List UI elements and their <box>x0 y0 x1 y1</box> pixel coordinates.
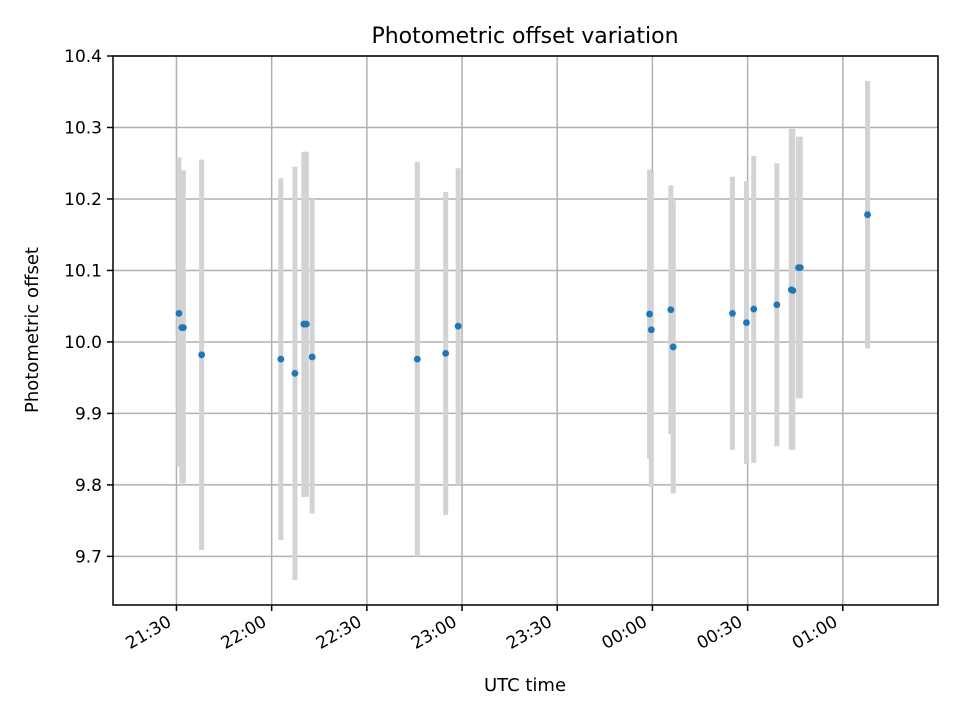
y-tick-label: 9.9 <box>75 404 102 424</box>
chart-title: Photometric offset variation <box>371 24 678 49</box>
data-point <box>667 306 675 314</box>
data-point <box>647 326 655 334</box>
x-tick-label: 01:00 <box>789 612 841 654</box>
data-point <box>454 322 462 330</box>
data-point <box>789 287 797 294</box>
data-point <box>796 264 804 271</box>
data-point <box>291 369 299 377</box>
data-point <box>198 351 206 359</box>
y-tick-label: 10.4 <box>64 47 102 67</box>
data-point <box>864 211 871 219</box>
y-tick-label: 9.7 <box>75 547 102 567</box>
x-tick-label: 22:00 <box>218 612 270 654</box>
y-axis-label: Photometric offset <box>22 247 43 413</box>
error-bars <box>176 81 871 580</box>
data-point <box>669 343 677 351</box>
y-tick-label: 9.8 <box>75 476 102 496</box>
data-point <box>179 324 187 332</box>
x-tick-label: 22:30 <box>313 612 365 654</box>
data-point <box>277 355 285 363</box>
y-tick-label: 10.2 <box>64 190 102 210</box>
data-points <box>175 211 871 377</box>
data-point <box>773 301 781 309</box>
x-axis-label: UTC time <box>484 675 566 696</box>
grid-lines <box>113 55 938 605</box>
y-tick-label: 10.0 <box>64 333 102 353</box>
y-tick-label: 10.1 <box>64 261 102 281</box>
y-tick-label: 10.3 <box>64 118 102 138</box>
data-point <box>750 305 758 313</box>
data-point <box>646 310 653 318</box>
data-point <box>413 355 421 363</box>
data-point <box>302 320 310 328</box>
x-tick-label: 00:30 <box>694 612 746 654</box>
x-tick-label: 23:00 <box>408 612 460 654</box>
x-tick-label: 21:30 <box>123 612 175 654</box>
data-point <box>175 309 183 317</box>
data-point <box>743 319 750 327</box>
x-tick-label: 00:00 <box>598 612 650 654</box>
data-point <box>442 349 450 357</box>
plot-frame <box>112 55 939 606</box>
x-tick-label: 23:30 <box>503 612 555 654</box>
data-point <box>308 353 316 361</box>
data-point <box>729 309 736 317</box>
